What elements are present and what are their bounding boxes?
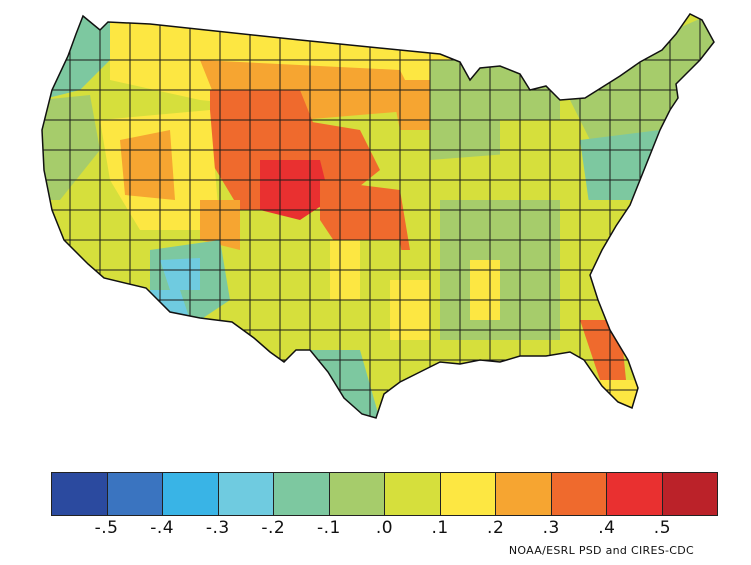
- legend-tick-label: .2: [487, 518, 505, 538]
- legend-swatch-1: [107, 473, 163, 515]
- legend-swatch-11: [662, 473, 717, 515]
- legend-tick-label: .3: [542, 518, 560, 538]
- legend-tick-label: -.2: [261, 518, 286, 538]
- legend-tick-label: .4: [598, 518, 616, 538]
- legend-tick-label: .0: [375, 518, 394, 538]
- color-scale-legend: [51, 472, 718, 516]
- legend-swatch-7: [440, 473, 496, 515]
- credit-text: NOAA/ESRL PSD and CIRES-CDC: [508, 544, 694, 557]
- legend-tick-label: .5: [653, 518, 672, 538]
- legend-swatch-9: [551, 473, 607, 515]
- legend-tick-label: -.3: [205, 518, 230, 538]
- legend-tick-label: -.4: [150, 518, 175, 538]
- legend-swatch-10: [607, 473, 663, 515]
- legend-tick-label: -.5: [94, 518, 119, 538]
- legend-swatch-2: [163, 473, 219, 515]
- legend-swatch-0: [52, 473, 108, 515]
- map-canvas: [41, 13, 715, 419]
- legend-swatch-6: [385, 473, 441, 515]
- legend-tick-label: .1: [431, 518, 449, 538]
- legend-swatch-4: [274, 473, 330, 515]
- legend-swatch-5: [329, 473, 385, 515]
- legend-tick-label: -.1: [316, 518, 341, 538]
- legend-swatch-3: [218, 473, 274, 515]
- anomaly-fill-layer: [42, 14, 714, 418]
- legend-tick-labels: -.5 -.4 -.3 -.2 -.1 .0 .1 .2 .3 .4 .5: [51, 518, 718, 540]
- legend-swatch-8: [496, 473, 552, 515]
- us-climate-division-map: [41, 13, 715, 419]
